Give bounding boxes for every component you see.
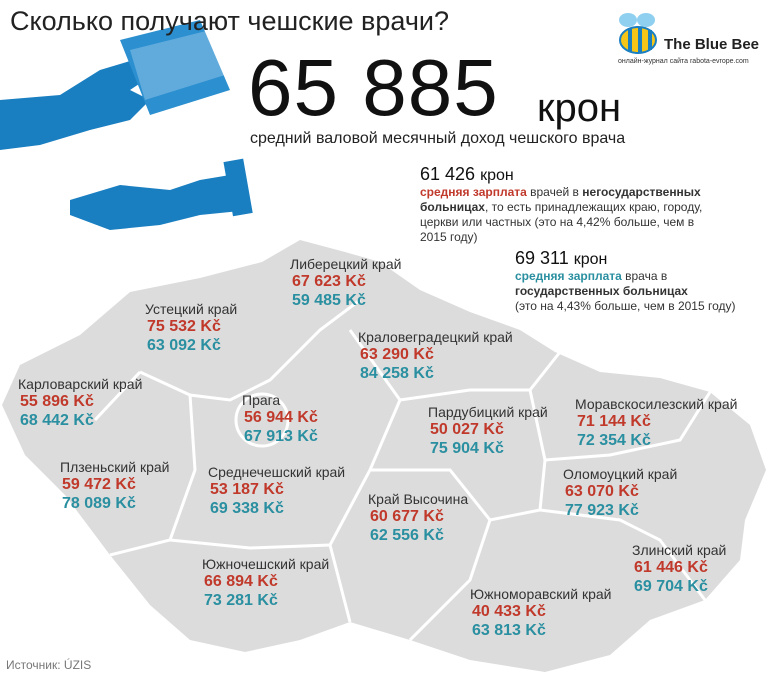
source: Источник: ÚZIS <box>6 658 92 672</box>
private-stat: 61 426 крон средняя зарплата врачей в не… <box>420 164 720 245</box>
region-private: 59 472 Kč <box>62 476 136 493</box>
region-public: 77 923 Kč <box>565 502 639 519</box>
region-public: 68 442 Kč <box>20 412 94 429</box>
public-label: средняя зарплата <box>515 269 622 283</box>
public-text: средняя зарплата врача в государственных… <box>515 269 740 314</box>
headline-amount: 65 885 <box>248 43 499 132</box>
title: Сколько получают чешские врачи? <box>10 6 450 36</box>
region-private: 55 896 Kč <box>20 393 94 410</box>
private-text: средняя зарплата врачей в негосударствен… <box>420 185 720 245</box>
region-private: 40 433 Kč <box>472 603 546 620</box>
region-private: 50 027 Kč <box>430 421 504 438</box>
region-public: 67 913 Kč <box>244 428 318 445</box>
map-shape <box>2 240 766 672</box>
region-name: Край Высочина <box>368 491 469 507</box>
region-private: 75 532 Kč <box>147 318 221 335</box>
private-bold: негосударственных больницах <box>420 185 701 214</box>
logo-tagline: онлайн-журнал сайта rabota-evrope.com <box>618 58 749 65</box>
region-name: Среднечешский край <box>208 464 346 480</box>
private-text1: врачей в <box>526 185 583 199</box>
region-name: Либерецкий край <box>290 256 402 272</box>
region-public: 69 704 Kč <box>634 578 708 595</box>
region-private: 67 623 Kč <box>292 273 366 290</box>
public-text1: врача в <box>621 269 668 283</box>
public-text2: (это на 4,43% больше, чем в 2015 году) <box>515 299 736 313</box>
region-public: 59 485 Kč <box>292 292 366 309</box>
region-label: Оломоуцкий край 63 070 Kč 77 923 Kč <box>563 466 677 520</box>
region-public: 63 092 Kč <box>147 337 221 354</box>
region-name: Южноморавский край <box>470 586 612 602</box>
region-name: Пардубицкий край <box>428 404 548 420</box>
region-public: 73 281 Kč <box>204 592 278 609</box>
region-label: Злинский край 61 446 Kč 69 704 Kč <box>632 542 726 596</box>
private-amount-line: 61 426 крон <box>420 164 720 185</box>
private-unit: крон <box>480 167 514 184</box>
region-label: Пардубицкий край 50 027 Kč 75 904 Kč <box>428 404 548 458</box>
region-public: 63 813 Kč <box>472 622 546 639</box>
region-public: 72 354 Kč <box>577 432 651 449</box>
region-label: Моравскосилезский край 71 144 Kč 72 354 Kč <box>575 396 737 450</box>
public-bold: государственных больницах <box>515 284 688 298</box>
region-private: 56 944 Kč <box>244 409 318 426</box>
region-label: Плзеньский край 59 472 Kč 78 089 Kč <box>60 459 169 513</box>
headline-caption: средний валовой месячный доход чешского … <box>250 130 626 147</box>
region-name: Плзеньский край <box>60 459 170 475</box>
region-label: Край Высочина 60 677 Kč 62 556 Kč <box>368 491 468 545</box>
region-name: Карловарский край <box>18 376 143 392</box>
region-private: 63 290 Kč <box>360 346 434 363</box>
region-label: Устецкий край 75 532 Kč 63 092 Kč <box>145 301 237 355</box>
region-public: 78 089 Kč <box>62 495 136 512</box>
region-public: 69 338 Kč <box>210 500 284 517</box>
private-label: средняя зарплата <box>420 185 527 199</box>
region-name: Оломоуцкий край <box>563 466 678 482</box>
region-borders <box>93 298 712 642</box>
region-name: Злинский край <box>632 542 727 558</box>
region-private: 63 070 Kč <box>565 483 639 500</box>
headline-unit: крон <box>537 86 622 130</box>
logo-name: The Blue Bee <box>664 36 760 53</box>
region-name: Краловеградецкий край <box>358 329 513 345</box>
region-label: Либерецкий край 67 623 Kč 59 485 Kč <box>290 256 401 310</box>
public-stat: 69 311 крон средняя зарплата врача в гос… <box>515 248 740 314</box>
public-unit: крон <box>573 251 608 268</box>
public-amount: 69 311 <box>515 248 569 268</box>
region-private: 53 187 Kč <box>210 481 284 498</box>
region-private: 66 894 Kč <box>204 573 278 590</box>
region-name: Моравскосилезский край <box>575 396 738 412</box>
bee-logo <box>619 13 657 54</box>
region-public: 75 904 Kč <box>430 440 504 457</box>
region-name: Прага <box>242 392 281 408</box>
region-private: 71 144 Kč <box>577 413 651 430</box>
private-text2: , то есть принадлежащих краю, городу, це… <box>420 200 703 244</box>
hands-illustration <box>0 20 253 230</box>
region-label: Карловарский край 55 896 Kč 68 442 Kč <box>18 376 142 430</box>
region-label: Южноморавский край 40 433 Kč 63 813 Kč <box>470 586 611 640</box>
region-public: 84 258 Kč <box>360 365 434 382</box>
private-amount: 61 426 <box>420 164 476 184</box>
region-label: Прага 56 944 Kč 67 913 Kč <box>242 392 318 446</box>
region-private: 60 677 Kč <box>370 508 444 525</box>
public-amount-line: 69 311 крон <box>515 248 740 269</box>
region-label: Среднечешский край 53 187 Kč 69 338 Kč <box>208 464 345 518</box>
region-public: 62 556 Kč <box>370 527 444 544</box>
region-private: 61 446 Kč <box>634 559 708 576</box>
region-label: Краловеградецкий край 63 290 Kč 84 258 Kč <box>358 329 513 383</box>
region-name: Устецкий край <box>145 301 238 317</box>
region-name: Южночешский край <box>202 556 330 572</box>
region-label: Южночешский край 66 894 Kč 73 281 Kč <box>202 556 329 610</box>
